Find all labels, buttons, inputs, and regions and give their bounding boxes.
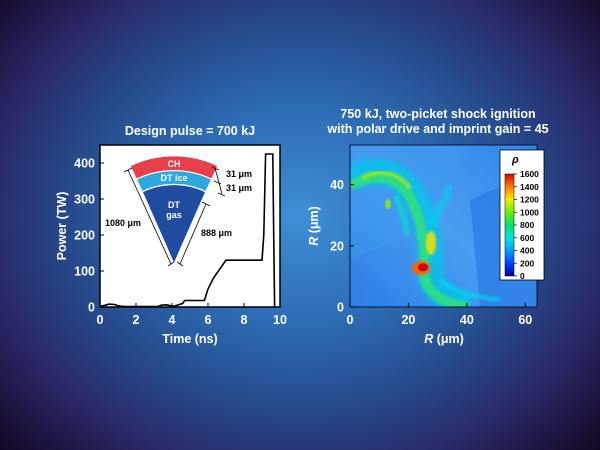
right-y-tick-label: 20 (330, 239, 344, 253)
left-x-tick-label: 4 (169, 313, 176, 327)
colorbar-gradient (504, 173, 515, 277)
colorbar-tick-label: 1600 (520, 169, 539, 179)
ice-thickness-label: 31 μm (226, 183, 252, 193)
colorbar-tick-label: 0 (520, 271, 525, 281)
right-x-tick-label: 20 (401, 313, 415, 327)
left-y-axis-label: Power (TW) (55, 192, 69, 261)
ch-label: CH (168, 159, 181, 169)
right-y-axis-label: R (μm) (307, 206, 321, 246)
colorbar-tick-label: 1400 (520, 182, 539, 192)
right-y-tick-label: 0 (337, 301, 344, 315)
left-x-axis-label: Time (ns) (162, 332, 217, 346)
right-y-tick-label: 40 (330, 178, 344, 192)
left-y-tick-label: 100 (74, 265, 95, 279)
capsule-wedge-diagram: CH DT ice DT gas 31 μm 31 μm 1080 μm 888 … (105, 155, 252, 267)
colorbar-tick-label: 800 (520, 220, 534, 230)
pulse-series-line (99, 153, 276, 308)
left-y-tick-label: 400 (74, 157, 95, 171)
dt-gas-layer (141, 183, 207, 266)
left-y-tick-label: 0 (88, 301, 95, 315)
colorbar-tick-label: 400 (520, 246, 534, 256)
right-x-tick-label: 0 (347, 313, 354, 327)
left-x-tick-label: 8 (241, 313, 248, 327)
dt-ice-label: DT ice (160, 173, 187, 183)
left-x-tick-label: 6 (205, 313, 212, 327)
left-chart-title: Design pulse = 700 kJ (124, 124, 256, 138)
dim-line-outer (127, 169, 172, 265)
right-x-tick-label: 60 (518, 313, 532, 327)
right-x-tick-label: 40 (460, 313, 474, 327)
dt-gas-label: DT gas (166, 200, 182, 220)
inner-radius-label: 888 μm (201, 228, 232, 238)
right-x-axis-label: R (μm) (424, 332, 464, 346)
dim-line-shell (214, 167, 223, 195)
left-y-tick-label: 300 (74, 193, 95, 207)
outer-radius-label: 1080 μm (105, 218, 141, 228)
left-x-tick-label: 2 (133, 313, 140, 327)
colorbar: ρ 1600 1400 1200 1000 800 600 400 200 0 (499, 149, 545, 281)
colorbar-tick-label: 1200 (520, 195, 539, 205)
right-chart-title: 750 kJ, two-picket shock ignition with po… (327, 107, 549, 136)
density-hotspot (418, 263, 429, 272)
colorbar-tick-label: 1000 (520, 207, 539, 217)
colorbar-tick-label: 600 (520, 233, 534, 243)
ch-thickness-label: 31 μm (226, 169, 252, 179)
left-x-tick-label: 0 (97, 313, 104, 327)
colorbar-tick-label: 200 (520, 258, 534, 268)
dim-line-inner (179, 203, 207, 265)
left-y-tick-label: 200 (74, 229, 95, 243)
left-x-tick-label: 10 (273, 313, 287, 327)
colorbar-label: ρ (511, 154, 519, 166)
